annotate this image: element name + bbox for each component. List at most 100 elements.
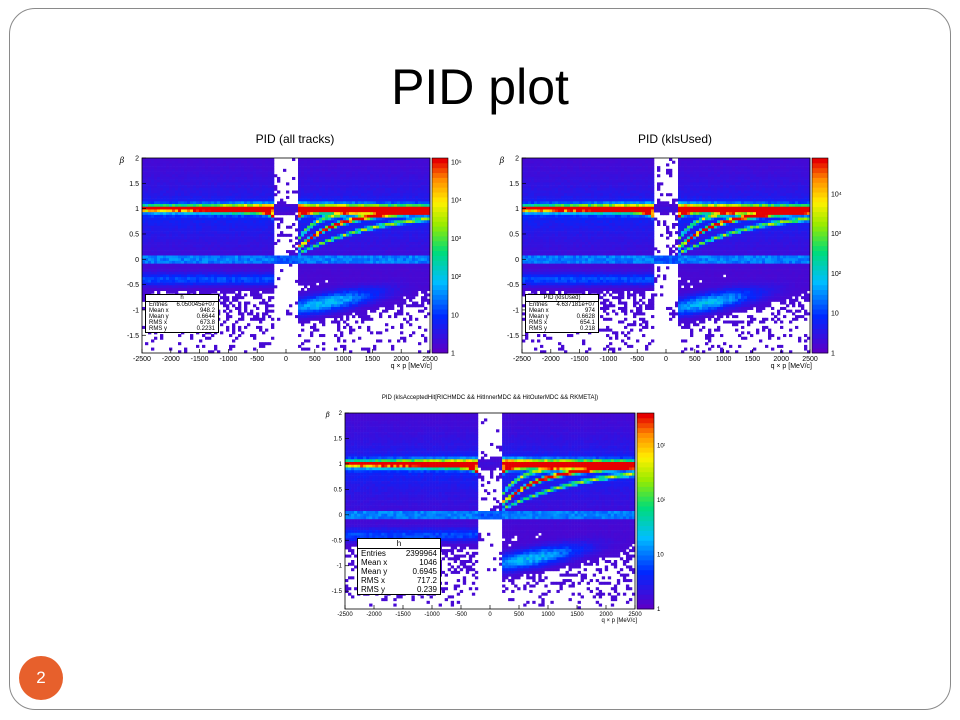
heatmap-cell [355,171,359,175]
heatmap-cell [394,185,398,189]
heatmap-cell [166,282,170,286]
heatmap-cell [382,228,386,232]
heatmap-cell [376,298,380,302]
heatmap-cell [205,171,209,175]
heatmap-cell [403,274,407,278]
heatmap-cell [325,239,329,243]
heatmap-cell [361,306,365,310]
heatmap-cell [199,255,203,259]
heatmap-cell [385,271,389,275]
heatmap-cell [331,312,335,316]
heatmap-cell [409,298,413,302]
heatmap-cell [346,163,350,167]
heatmap-cell [208,204,212,208]
heatmap-cell [142,290,146,294]
heatmap-cell [367,328,371,332]
heatmap-cell [358,236,362,240]
heatmap-cell [178,220,182,224]
heatmap-cell [400,176,404,180]
heatmap-cell [244,279,248,283]
heatmap-cell [382,220,386,224]
heatmap-cell [289,312,293,316]
heatmap-cell [289,225,293,229]
heatmap-cell [373,279,377,283]
heatmap-cell [190,187,194,191]
heatmap-cell [337,212,341,216]
heatmap-cell [187,163,191,167]
heatmap-cell [403,220,407,224]
heatmap-cell [379,331,383,335]
heatmap-cell [403,266,407,270]
heatmap-cell [220,168,224,172]
heatmap-cell [271,317,275,321]
heatmap-cell [172,255,176,259]
heatmap-cell [295,301,299,305]
heatmap-cell [367,201,371,205]
heatmap-cell [238,279,242,283]
heatmap-cell [151,176,155,180]
heatmap-cell [337,174,341,178]
heatmap-cell [268,244,272,248]
heatmap-cell [367,255,371,259]
heatmap-cell [415,206,419,210]
heatmap-cell [190,158,194,162]
heatmap-cell [181,166,185,170]
heatmap-cell [340,168,344,172]
heatmap-cell [403,160,407,164]
heatmap-cell [334,250,338,254]
heatmap-cell [370,198,374,202]
heatmap-cell [268,198,272,202]
heatmap-cell [262,288,266,292]
heatmap-cell [259,282,263,286]
heatmap-cell [343,285,347,289]
heatmap-cell [229,285,233,289]
heatmap-cell [232,323,236,327]
heatmap-cell [376,269,380,273]
heatmap-cell [184,244,188,248]
heatmap-cell [322,269,326,273]
heatmap-cell [148,258,152,262]
heatmap-cell [298,312,302,316]
heatmap-cell [247,323,251,327]
heatmap-cell [346,263,350,267]
heatmap-cell [235,247,239,251]
heatmap-cell [244,160,248,164]
heatmap-cell [175,198,179,202]
heatmap-cell [313,266,317,270]
heatmap-cell [391,290,395,294]
heatmap-cell [322,228,326,232]
heatmap-cell [400,244,404,248]
heatmap-cell [274,285,278,289]
heatmap-cell [196,214,200,218]
heatmap-cell [337,304,341,308]
heatmap-cell [322,290,326,294]
heatmap-cell [322,217,326,221]
heatmap-cell [403,252,407,256]
heatmap-cell [181,185,185,189]
heatmap-cell [283,260,287,264]
heatmap-cell [361,231,365,235]
heatmap-cell [382,266,386,270]
heatmap-cell [256,250,260,254]
heatmap-cell [241,179,245,183]
heatmap-cell [367,282,371,286]
heatmap-cell [319,277,323,281]
heatmap-cell [328,160,332,164]
heatmap-cell [298,304,302,308]
heatmap-cell [256,282,260,286]
heatmap-cell [394,163,398,167]
heatmap-cell [307,209,311,213]
heatmap-cell [304,263,308,267]
heatmap-cell [196,241,200,245]
heatmap-cell [388,206,392,210]
heatmap-cell [364,315,368,319]
heatmap-cell [388,241,392,245]
heatmap-cell [361,277,365,281]
heatmap-cell [397,274,401,278]
heatmap-cell [370,277,374,281]
heatmap-cell [238,228,242,232]
heatmap-cell [187,171,191,175]
heatmap-cell [148,252,152,256]
heatmap-cell [334,269,338,273]
heatmap-cell [166,277,170,281]
